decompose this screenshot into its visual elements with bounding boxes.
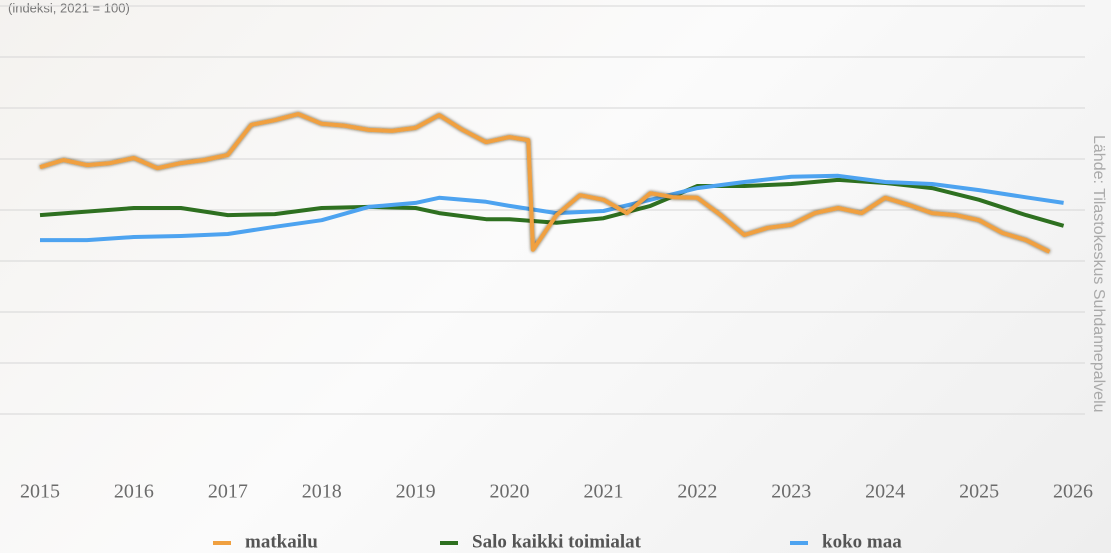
- x-tick-label: 2021: [583, 481, 623, 503]
- x-tick-label: 2016: [114, 481, 154, 503]
- x-tick-label: 2018: [302, 481, 342, 503]
- legend-label: matkailu: [245, 531, 318, 552]
- x-tick-label: 2017: [208, 481, 248, 503]
- x-tick-label: 2020: [490, 481, 530, 503]
- subtitle: (indeksi, 2021 = 100): [8, 0, 130, 15]
- x-tick-label: 2023: [771, 481, 811, 503]
- legend-label: koko maa: [822, 531, 902, 552]
- chart: (indeksi, 2021 = 100) Lähde: Tilastokesk…: [0, 0, 1111, 553]
- x-tick-label: 2019: [396, 481, 436, 503]
- x-tick-label: 2015: [20, 481, 60, 503]
- legend-label: Salo kaikki toimialat: [472, 531, 642, 552]
- x-tick-label: 2022: [677, 481, 717, 503]
- x-tick-label: 2026: [1053, 481, 1093, 503]
- x-tick-label: 2025: [959, 481, 999, 503]
- source: Lähde: Tilastokeskus Suhdannepalvelu: [1090, 135, 1107, 413]
- x-tick-label: 2024: [865, 481, 905, 503]
